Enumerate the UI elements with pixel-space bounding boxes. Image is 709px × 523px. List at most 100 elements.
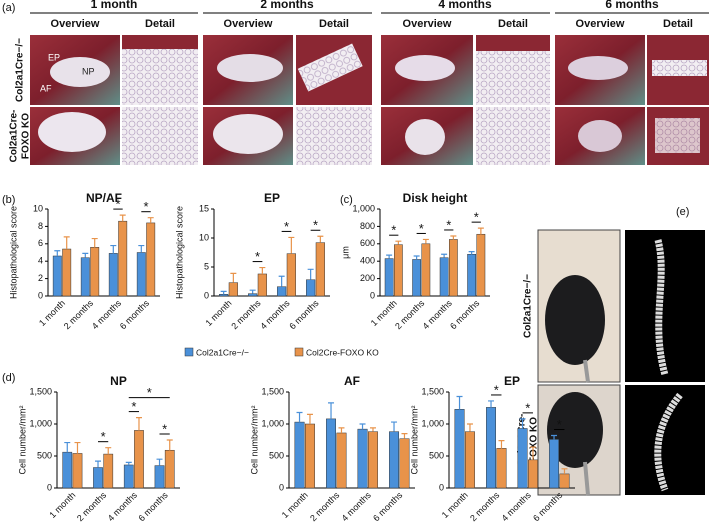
legend-swatch (184, 347, 194, 357)
bar (476, 233, 486, 297)
bar (123, 464, 134, 489)
time-header: 6 months (605, 0, 659, 11)
error-bar (306, 413, 313, 424)
bar (80, 257, 90, 297)
error-bar (74, 441, 81, 454)
panel-label: (c) (340, 194, 353, 206)
significance-star: * (446, 217, 451, 232)
panel-label: (a) (2, 2, 15, 14)
x-tick-label: 6 months (371, 490, 405, 523)
legend-label: Col2a1Cre−/− (196, 347, 249, 357)
panel-label: (d) (2, 372, 15, 384)
bar (134, 430, 144, 489)
row-label: FOXO KO (21, 113, 32, 159)
x-tick-label: 6 months (287, 298, 321, 332)
bar (517, 428, 528, 489)
error-bar (561, 468, 568, 474)
y-tick-label: 1,500 (421, 386, 444, 396)
y-tick-label: 0 (38, 290, 43, 300)
error-bar (105, 447, 112, 455)
error-bar (307, 268, 314, 280)
y-tick-label: 500 (269, 450, 284, 460)
error-bar (477, 227, 484, 235)
column-header: Overview (51, 18, 100, 30)
significance-star: * (419, 221, 424, 236)
error-bar (488, 400, 495, 408)
bar (467, 253, 476, 297)
x-tick-label: 2 months (62, 298, 96, 332)
chart-title: EP (504, 374, 520, 388)
bar (315, 242, 325, 297)
error-bar (441, 253, 448, 258)
bar (90, 247, 100, 297)
error-bar (359, 423, 366, 430)
error-bar (82, 252, 89, 258)
error-bar (369, 427, 376, 432)
y-tick-label: 0 (204, 290, 209, 300)
row-label: Col2a1Cre−/− (15, 38, 26, 102)
error-bar (119, 214, 126, 222)
y-tick-label: 10 (33, 203, 43, 213)
x-tick-label: 1 month (280, 490, 310, 520)
y-tick-label: 10 (199, 232, 209, 242)
error-bar (391, 421, 398, 432)
y-tick-label: 500 (37, 450, 52, 460)
chart-title: NP (110, 374, 127, 388)
y-tick-label: 0 (279, 482, 284, 492)
x-tick-label: 4 months (258, 298, 292, 332)
bar (286, 253, 296, 297)
column-header: Overview (224, 18, 273, 30)
error-bar (138, 244, 145, 253)
error-bar (230, 272, 237, 283)
bar (326, 418, 336, 489)
legend-label: Col2Cre-FOXO KO (306, 347, 379, 357)
time-header: 4 months (438, 0, 492, 11)
bar (368, 431, 378, 489)
y-tick-label: 500 (429, 450, 444, 460)
y-tick-label: 0 (47, 482, 52, 492)
bar (277, 286, 287, 297)
x-tick-label: 4 months (340, 490, 374, 523)
error-bar (54, 250, 61, 256)
error-bar (468, 251, 475, 255)
bar (559, 473, 570, 489)
significance-star: * (115, 197, 120, 212)
bar (465, 431, 475, 489)
y-tick-label: 1,000 (421, 418, 444, 428)
column-header: Overview (576, 18, 625, 30)
error-bar (156, 458, 163, 466)
bar (394, 244, 403, 297)
error-bar (328, 402, 335, 419)
y-tick-label: 5 (204, 261, 209, 271)
y-tick-label: 400 (360, 256, 375, 266)
y-tick-label: 600 (360, 238, 375, 248)
error-bar (125, 461, 132, 465)
bar (154, 465, 165, 489)
bar (62, 248, 72, 297)
x-tick-label: 2 months (229, 298, 263, 332)
column-header: Detail (498, 18, 528, 30)
y-axis-label: Cell number/mm² (409, 405, 419, 474)
bar (118, 220, 128, 297)
bar (384, 258, 394, 297)
row-label: Col2a1Cre−/− (523, 274, 534, 338)
bar (528, 459, 538, 489)
y-tick-label: 8 (38, 221, 43, 231)
error-bar (64, 441, 71, 453)
row-label: Col2a1Cre- (9, 110, 20, 163)
chart-title: Disk height (403, 191, 468, 205)
bar (228, 282, 238, 297)
error-bar (338, 427, 345, 433)
significance-star: * (147, 385, 152, 400)
bar (219, 294, 229, 297)
y-tick-label: 0 (370, 290, 375, 300)
bar (103, 453, 114, 489)
y-tick-label: 1,000 (261, 418, 284, 428)
bar (399, 438, 410, 489)
y-tick-label: 800 (360, 221, 375, 231)
x-tick-label: 2 months (308, 490, 342, 523)
y-tick-label: 2 (38, 273, 43, 283)
row-label: FOXO KO (529, 417, 540, 463)
bar (93, 467, 103, 489)
bar (336, 432, 347, 489)
